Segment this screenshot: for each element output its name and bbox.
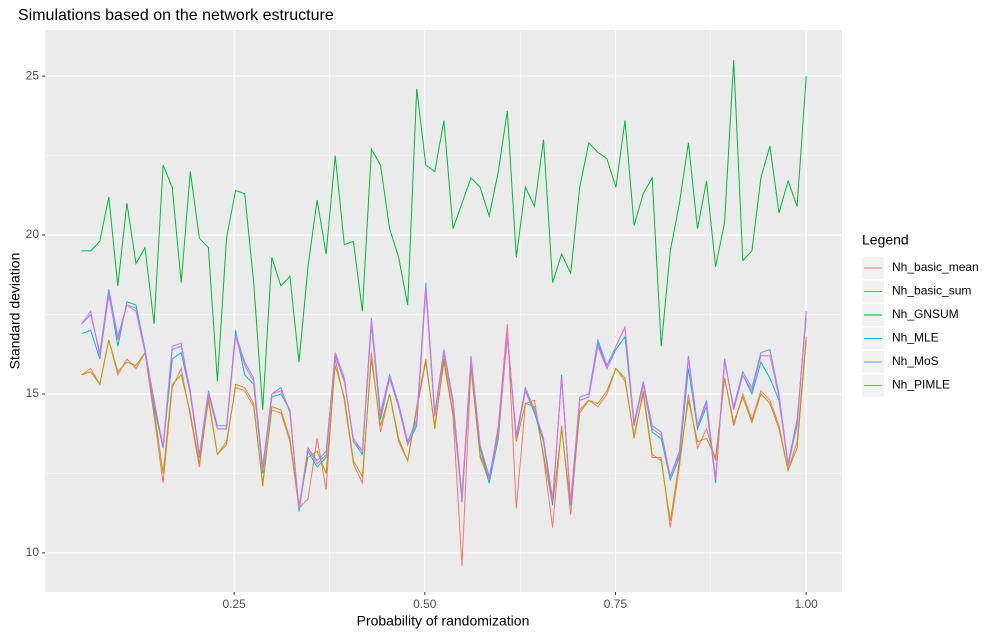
x-tick-label: 0.50 [413, 597, 437, 611]
legend-label: Nh_basic_sum [892, 284, 971, 298]
legend-title: Legend [862, 232, 909, 248]
x-axis-label: Probability of randomization [357, 613, 530, 629]
y-tick-label: 15 [26, 386, 40, 400]
series-line [81, 60, 807, 410]
legend-label: Nh_GNSUM [892, 307, 959, 321]
x-tick-label: 0.75 [604, 597, 628, 611]
chart-title: Simulations based on the network estruct… [18, 7, 334, 24]
y-tick-label: 20 [26, 227, 40, 241]
legend-label: Nh_MoS [892, 354, 939, 368]
legend-label: Nh_MLE [892, 331, 939, 345]
series-line [81, 289, 807, 509]
x-tick-label: 0.25 [222, 597, 246, 611]
series-line [81, 336, 807, 522]
panel [45, 30, 842, 592]
legend-label: Nh_PIMLE [892, 378, 950, 392]
y-axis-label: Standard deviation [7, 253, 23, 370]
x-tick-label: 1.00 [794, 597, 818, 611]
legend-label: Nh_basic_mean [892, 260, 979, 274]
y-tick-label: 25 [26, 68, 40, 82]
y-tick-label: 10 [26, 545, 40, 559]
